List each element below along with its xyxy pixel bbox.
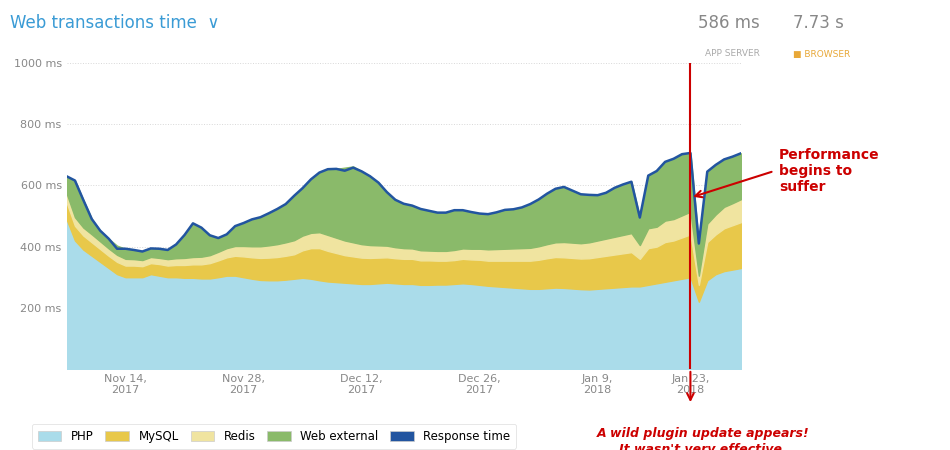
Text: ■ BROWSER: ■ BROWSER: [793, 50, 850, 58]
Text: 586 ms: 586 ms: [698, 14, 760, 32]
Text: 7.73 s: 7.73 s: [793, 14, 845, 32]
Text: APP SERVER: APP SERVER: [705, 50, 760, 58]
Legend: PHP, MySQL, Redis, Web external, Response time: PHP, MySQL, Redis, Web external, Respons…: [32, 424, 517, 449]
Text: A wild plugin update appears!
It wasn't very effective.: A wild plugin update appears! It wasn't …: [597, 428, 809, 450]
Text: Web transactions time  ∨: Web transactions time ∨: [10, 14, 219, 32]
Text: Performance
begins to
suffer: Performance begins to suffer: [779, 148, 880, 194]
